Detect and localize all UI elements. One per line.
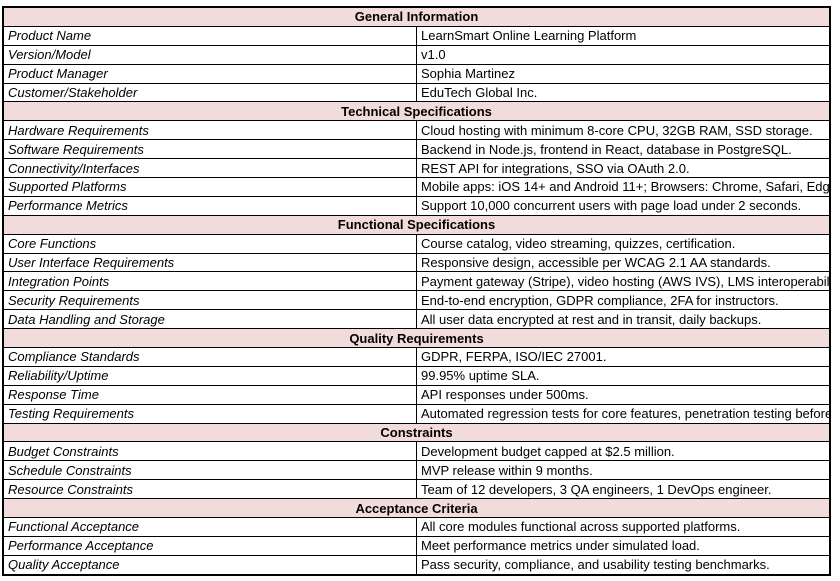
section-header-row: Technical Specifications [2, 101, 831, 122]
spec-label-cell: Quality Acceptance [2, 554, 417, 576]
spec-value-cell: Course catalog, video streaming, quizzes… [416, 233, 831, 254]
spec-row: Integration Points Payment gateway (Strip… [2, 271, 831, 292]
spec-row: Schedule Constraints MVP release within 9… [2, 460, 831, 481]
spec-label-cell: Resource Constraints [2, 479, 417, 500]
section-header-row: Functional Specifications [2, 214, 831, 235]
spec-label-cell: Connectivity/Interfaces [2, 158, 417, 179]
spec-value-cell: Pass security, compliance, and usability… [416, 554, 831, 576]
section-header-title: Acceptance Criteria [2, 498, 831, 519]
spec-value-cell: 99.95% uptime SLA. [416, 365, 831, 386]
spec-label-cell: Reliability/Uptime [2, 365, 417, 386]
spec-value-cell: Support 10,000 concurrent users with pag… [416, 195, 831, 216]
spec-row: Performance Acceptance Meet performance m… [2, 535, 831, 556]
spec-row: Product Manager Sophia Martinez [2, 63, 831, 84]
spec-value-cell: Team of 12 developers, 3 QA engineers, 1… [416, 479, 831, 500]
spec-label-cell: Integration Points [2, 271, 417, 292]
spec-value-cell: REST API for integrations, SSO via OAuth… [416, 158, 831, 179]
spec-label-cell: Functional Acceptance [2, 517, 417, 537]
spec-label-cell: Compliance Standards [2, 347, 417, 367]
spec-value-cell: Meet performance metrics under simulated… [416, 535, 831, 556]
spec-label-cell: Software Requirements [2, 139, 417, 160]
spec-value-cell: End-to-end encryption, GDPR compliance, … [416, 290, 831, 311]
spec-value-cell: Responsive design, accessible per WCAG 2… [416, 252, 831, 273]
spec-row: Reliability/Uptime 99.95% uptime SLA. [2, 365, 831, 386]
spec-row: Performance Metrics Support 10,000 concur… [2, 195, 831, 216]
section-header-title: Technical Specifications [2, 101, 831, 122]
spec-value-cell: All core modules functional across suppo… [416, 517, 831, 537]
spec-label-cell: Response Time [2, 384, 417, 405]
spec-row: Budget Constraints Development budget cap… [2, 441, 831, 462]
spec-value-cell: MVP release within 9 months. [416, 460, 831, 481]
section-header-row: General Information [2, 6, 831, 27]
spec-label-cell: Performance Acceptance [2, 535, 417, 556]
spec-row: Response Time API responses under 500ms. [2, 384, 831, 405]
section-header-title: Quality Requirements [2, 328, 831, 349]
spec-row: Product Name LearnSmart Online Learning P… [2, 25, 831, 46]
spec-row: Quality Acceptance Pass security, complia… [2, 554, 831, 576]
spec-row: Core Functions Course catalog, video stre… [2, 233, 831, 254]
spec-row: Supported Platforms Mobile apps: iOS 14+ … [2, 177, 831, 197]
spec-label-cell: Core Functions [2, 233, 417, 254]
spec-value-cell: LearnSmart Online Learning Platform [416, 25, 831, 46]
spec-value-cell: Payment gateway (Stripe), video hosting … [416, 271, 831, 292]
spec-value-cell: Development budget capped at $2.5 millio… [416, 441, 831, 462]
section-header-title: Functional Specifications [2, 214, 831, 235]
spec-label-cell: Security Requirements [2, 290, 417, 311]
spec-label-cell: Budget Constraints [2, 441, 417, 462]
spec-label-cell: User Interface Requirements [2, 252, 417, 273]
section-header-row: Quality Requirements [2, 328, 831, 349]
spec-row: Testing Requirements Automated regression… [2, 403, 831, 424]
spec-table: General Information Product Name LearnSmar… [2, 6, 831, 576]
spec-label-cell: Customer/Stakeholder [2, 82, 417, 103]
spec-label-cell: Performance Metrics [2, 195, 417, 216]
spec-row: Functional Acceptance All core modules fu… [2, 517, 831, 537]
section-header-title: Constraints [2, 422, 831, 443]
spec-row: Customer/Stakeholder EduTech Global Inc. [2, 82, 831, 103]
spec-value-cell: API responses under 500ms. [416, 384, 831, 405]
spec-label-cell: Supported Platforms [2, 177, 417, 197]
spec-row: User Interface Requirements Responsive de… [2, 252, 831, 273]
spec-value-cell: Mobile apps: iOS 14+ and Android 11+; Br… [416, 177, 831, 197]
spec-value-cell: EduTech Global Inc. [416, 82, 831, 103]
spec-value-cell: Automated regression tests for core feat… [416, 403, 831, 424]
spec-label-cell: Version/Model [2, 44, 417, 65]
spec-row: Security Requirements End-to-end encrypti… [2, 290, 831, 311]
spec-row: Connectivity/Interfaces REST API for inte… [2, 158, 831, 179]
spec-table-body: General Information Product Name LearnSmar… [2, 6, 831, 576]
section-header-row: Constraints [2, 422, 831, 443]
section-header-row: Acceptance Criteria [2, 498, 831, 519]
spec-label-cell: Testing Requirements [2, 403, 417, 424]
spec-value-cell: v1.0 [416, 44, 831, 65]
spec-row: Data Handling and Storage All user data e… [2, 309, 831, 330]
section-header-title: General Information [2, 6, 831, 27]
spec-row: Version/Model v1.0 [2, 44, 831, 65]
spec-value-cell: Sophia Martinez [416, 63, 831, 84]
spec-row: Resource Constraints Team of 12 developer… [2, 479, 831, 500]
spec-value-cell: Cloud hosting with minimum 8-core CPU, 3… [416, 120, 831, 141]
spec-label-cell: Product Name [2, 25, 417, 46]
spec-row: Software Requirements Backend in Node.js,… [2, 139, 831, 160]
spec-label-cell: Schedule Constraints [2, 460, 417, 481]
spec-label-cell: Product Manager [2, 63, 417, 84]
spec-label-cell: Hardware Requirements [2, 120, 417, 141]
spec-value-cell: Backend in Node.js, frontend in React, d… [416, 139, 831, 160]
spec-value-cell: GDPR, FERPA, ISO/IEC 27001. [416, 347, 831, 367]
spec-row: Hardware Requirements Cloud hosting with … [2, 120, 831, 141]
spec-value-cell: All user data encrypted at rest and in t… [416, 309, 831, 330]
spec-row: Compliance Standards GDPR, FERPA, ISO/IEC… [2, 347, 831, 367]
spec-label-cell: Data Handling and Storage [2, 309, 417, 330]
